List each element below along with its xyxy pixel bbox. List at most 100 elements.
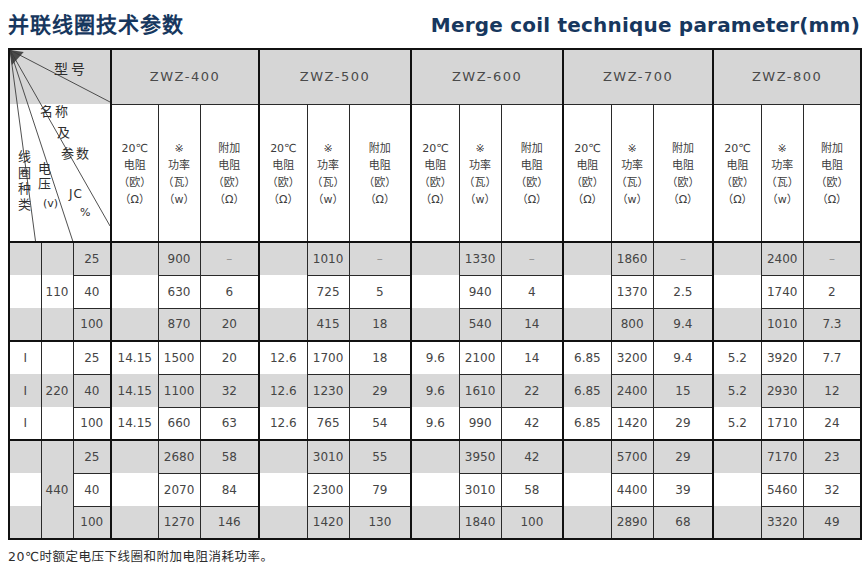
power-value-cell: 660 bbox=[158, 407, 200, 440]
jc-cell: 100 bbox=[73, 506, 111, 539]
power-value-cell: 3010 bbox=[459, 473, 501, 506]
corner-label-name: 名称 bbox=[40, 101, 70, 120]
subheader-line: （w） bbox=[159, 191, 200, 208]
power-value-cell: 3320 bbox=[761, 506, 803, 539]
power-value-cell: 1370 bbox=[611, 275, 653, 308]
data-row-220-jc25: I2202514.1515002012.61700189.62100146.85… bbox=[9, 341, 861, 374]
subheader-line: 电阻 bbox=[502, 157, 563, 174]
subheader-line: 附加 bbox=[350, 140, 411, 157]
power-value-cell: 5700 bbox=[611, 440, 653, 473]
resistance-value-cell: 14.15 bbox=[111, 407, 158, 440]
subheader-line: （w） bbox=[308, 191, 349, 208]
power-value-cell: 1420 bbox=[307, 506, 349, 539]
subheader-line: （w） bbox=[762, 191, 803, 208]
resistance-value-cell: 9.6 bbox=[411, 407, 459, 440]
subheader-line: 20℃ bbox=[714, 140, 761, 157]
power-value-cell: 3950 bbox=[459, 440, 501, 473]
coil-type-cell bbox=[9, 308, 41, 341]
subheader-line: （Ω） bbox=[564, 191, 611, 208]
power-value-cell: 3920 bbox=[761, 341, 803, 374]
subheader-line: （Ω） bbox=[502, 191, 563, 208]
resistance-value-cell bbox=[563, 440, 611, 473]
extra-resistance-value-cell: 20 bbox=[200, 308, 259, 341]
power-value-cell: 2100 bbox=[459, 341, 501, 374]
subheader-extra: 附加电阻（欧）（Ω） bbox=[501, 104, 563, 242]
power-value-cell: 2400 bbox=[611, 374, 653, 407]
title-bar: 并联线圈技术参数 Merge coil technique parameter(… bbox=[8, 8, 860, 38]
power-value-cell: 2400 bbox=[761, 242, 803, 275]
page-title-english: Merge coil technique parameter(mm) bbox=[431, 13, 860, 37]
subheader-line: （欧） bbox=[201, 174, 259, 191]
data-row-110-jc40: 4063067255940413702.517402 bbox=[9, 275, 861, 308]
subheader-power: ※功率（瓦）（w） bbox=[158, 104, 200, 242]
power-value-cell: 900 bbox=[158, 242, 200, 275]
subheader-line: （w） bbox=[612, 191, 653, 208]
subheader-resistance: 20℃电阻（欧）（Ω） bbox=[411, 104, 459, 242]
subheader-resistance: 20℃电阻（欧）（Ω） bbox=[259, 104, 307, 242]
model-header-zwz-600: ZWZ-600 bbox=[411, 49, 563, 104]
extra-resistance-value-cell: – bbox=[501, 242, 563, 275]
resistance-value-cell: 14.15 bbox=[111, 374, 158, 407]
power-value-cell: 990 bbox=[459, 407, 501, 440]
power-value-cell: 2070 bbox=[158, 473, 200, 506]
subheader-line: ※ bbox=[159, 140, 200, 157]
footnote: 20℃时额定电压下线圈和附加电阻消耗功率。 bbox=[8, 546, 273, 565]
jc-cell: 40 bbox=[73, 275, 111, 308]
jc-cell: 40 bbox=[73, 473, 111, 506]
resistance-value-cell bbox=[259, 275, 307, 308]
subheader-line: （Ω） bbox=[112, 191, 158, 208]
corner-label-voltage-unit: (v) bbox=[43, 197, 58, 210]
resistance-value-cell: 5.2 bbox=[713, 407, 761, 440]
extra-resistance-value-cell: 42 bbox=[501, 440, 563, 473]
extra-resistance-value-cell: 58 bbox=[200, 440, 259, 473]
subheader-line: 功率 bbox=[460, 157, 501, 174]
subheader-line: 功率 bbox=[159, 157, 200, 174]
power-value-cell: 1010 bbox=[761, 308, 803, 341]
extra-resistance-value-cell: 7.3 bbox=[803, 308, 861, 341]
subheader-line: （瓦） bbox=[159, 174, 200, 191]
extra-resistance-value-cell: 32 bbox=[803, 473, 861, 506]
coil-type-cell: I bbox=[9, 341, 41, 374]
resistance-value-cell: 6.85 bbox=[563, 374, 611, 407]
extra-resistance-value-cell: 23 bbox=[803, 440, 861, 473]
coil-type-cell bbox=[9, 275, 41, 308]
subheader-line: （w） bbox=[460, 191, 501, 208]
extra-resistance-value-cell: 63 bbox=[200, 407, 259, 440]
extra-resistance-value-cell: 9.4 bbox=[653, 308, 713, 341]
extra-resistance-value-cell: 49 bbox=[803, 506, 861, 539]
subheader-line: （Ω） bbox=[714, 191, 761, 208]
subheader-line: 20℃ bbox=[112, 140, 158, 157]
extra-resistance-value-cell: 2.5 bbox=[653, 275, 713, 308]
subheader-line: 附加 bbox=[502, 140, 563, 157]
resistance-value-cell bbox=[259, 308, 307, 341]
resistance-value-cell: 6.85 bbox=[563, 407, 611, 440]
data-row-110-jc100: 1008702041518540148009.410107.3 bbox=[9, 308, 861, 341]
power-value-cell: 4400 bbox=[611, 473, 653, 506]
corner-label-parameter: 参数 bbox=[61, 143, 91, 162]
power-value-cell: 2680 bbox=[158, 440, 200, 473]
power-value-cell: 3010 bbox=[307, 440, 349, 473]
voltage-cell: 440 bbox=[41, 440, 73, 539]
resistance-value-cell bbox=[111, 473, 158, 506]
resistance-value-cell: 12.6 bbox=[259, 341, 307, 374]
subheader-line: 功率 bbox=[612, 157, 653, 174]
subheader-line: 电阻 bbox=[112, 157, 158, 174]
resistance-value-cell bbox=[411, 473, 459, 506]
coil-type-cell bbox=[9, 440, 41, 473]
power-value-cell: 1610 bbox=[459, 374, 501, 407]
corner-label-and: 及 bbox=[57, 122, 70, 141]
resistance-value-cell bbox=[713, 506, 761, 539]
parameter-table: 型号 名称 及 参数 线圈种类 电压 (v) JC % ZWZ-400ZWZ-5… bbox=[8, 48, 862, 540]
extra-resistance-value-cell: 4 bbox=[501, 275, 563, 308]
extra-resistance-value-cell: 7.7 bbox=[803, 341, 861, 374]
power-value-cell: 870 bbox=[158, 308, 200, 341]
subheader-line: （Ω） bbox=[201, 191, 259, 208]
subheader-power: ※功率（瓦）（w） bbox=[761, 104, 803, 242]
subheader-line: （欧） bbox=[260, 174, 307, 191]
resistance-value-cell: 9.6 bbox=[411, 374, 459, 407]
page-title-chinese: 并联线圈技术参数 bbox=[8, 8, 184, 38]
power-value-cell: 2300 bbox=[307, 473, 349, 506]
resistance-value-cell: 5.2 bbox=[713, 374, 761, 407]
voltage-cell: 110 bbox=[41, 242, 73, 341]
resistance-value-cell bbox=[411, 308, 459, 341]
